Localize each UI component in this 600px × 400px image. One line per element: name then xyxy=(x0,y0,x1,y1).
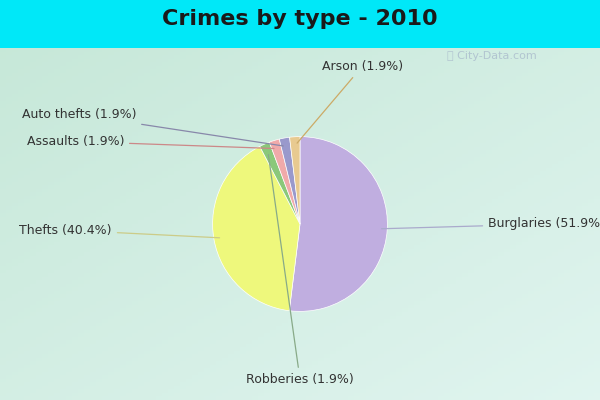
Text: ⓘ City-Data.com: ⓘ City-Data.com xyxy=(447,51,537,61)
Text: Robberies (1.9%): Robberies (1.9%) xyxy=(246,155,354,386)
Wedge shape xyxy=(212,146,300,311)
Wedge shape xyxy=(260,142,300,224)
Text: Auto thefts (1.9%): Auto thefts (1.9%) xyxy=(22,108,283,146)
Text: Thefts (40.4%): Thefts (40.4%) xyxy=(19,224,220,238)
Wedge shape xyxy=(269,139,300,224)
Text: Assaults (1.9%): Assaults (1.9%) xyxy=(26,135,274,148)
Text: Arson (1.9%): Arson (1.9%) xyxy=(297,60,403,143)
Text: Burglaries (51.9%): Burglaries (51.9%) xyxy=(382,218,600,230)
Wedge shape xyxy=(280,137,300,224)
Text: Crimes by type - 2010: Crimes by type - 2010 xyxy=(162,9,438,29)
Wedge shape xyxy=(289,137,388,311)
Wedge shape xyxy=(290,137,300,224)
